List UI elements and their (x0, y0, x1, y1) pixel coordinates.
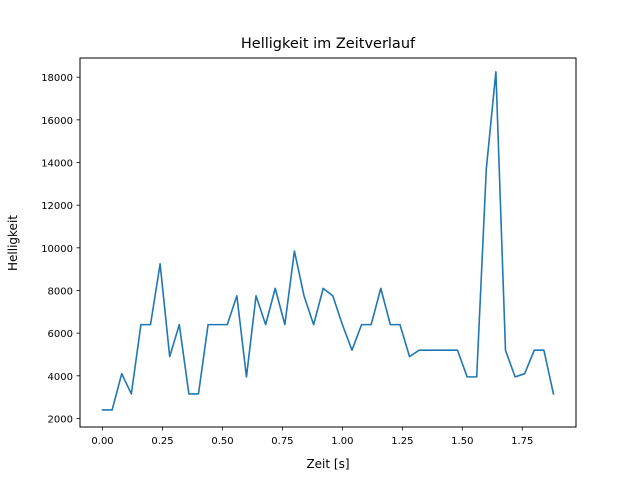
y-tick-label: 2000 (48, 414, 73, 425)
x-tick-label: 0.75 (271, 436, 293, 447)
x-axis: 0.00 0.25 0.50 0.75 1.00 1.25 1.50 1.75 (91, 427, 533, 447)
y-tick-label: 10000 (41, 244, 73, 255)
y-tick-label: 14000 (41, 159, 73, 170)
y-axis: 2000 4000 6000 8000 10000 12000 14000 16000 1800… (41, 73, 80, 425)
plot-area (101, 71, 555, 411)
y-tick-label: 4000 (48, 372, 73, 383)
x-tick-label: 1.50 (451, 436, 473, 447)
x-axis-title: Zeit [s] (306, 457, 349, 471)
axes-frame (79, 57, 577, 428)
chart-title: Helligkeit im Zeitverlauf (241, 36, 416, 52)
y-tick-label: 18000 (41, 73, 73, 84)
y-tick-label: 8000 (48, 286, 73, 297)
x-tick-label: 1.00 (331, 436, 353, 447)
y-tick-label: 12000 (41, 201, 73, 212)
series-line-1 (101, 71, 555, 411)
x-tick-label: 0.50 (211, 436, 233, 447)
x-tick-label: 1.25 (391, 436, 413, 447)
y-tick-label: 16000 (41, 116, 73, 127)
x-tick-label: 0.00 (91, 436, 113, 447)
y-axis-title: Helligkeit (6, 215, 20, 271)
x-tick-label: 0.25 (151, 436, 173, 447)
y-tick-label: 6000 (48, 329, 73, 340)
x-tick-label: 1.75 (511, 436, 533, 447)
